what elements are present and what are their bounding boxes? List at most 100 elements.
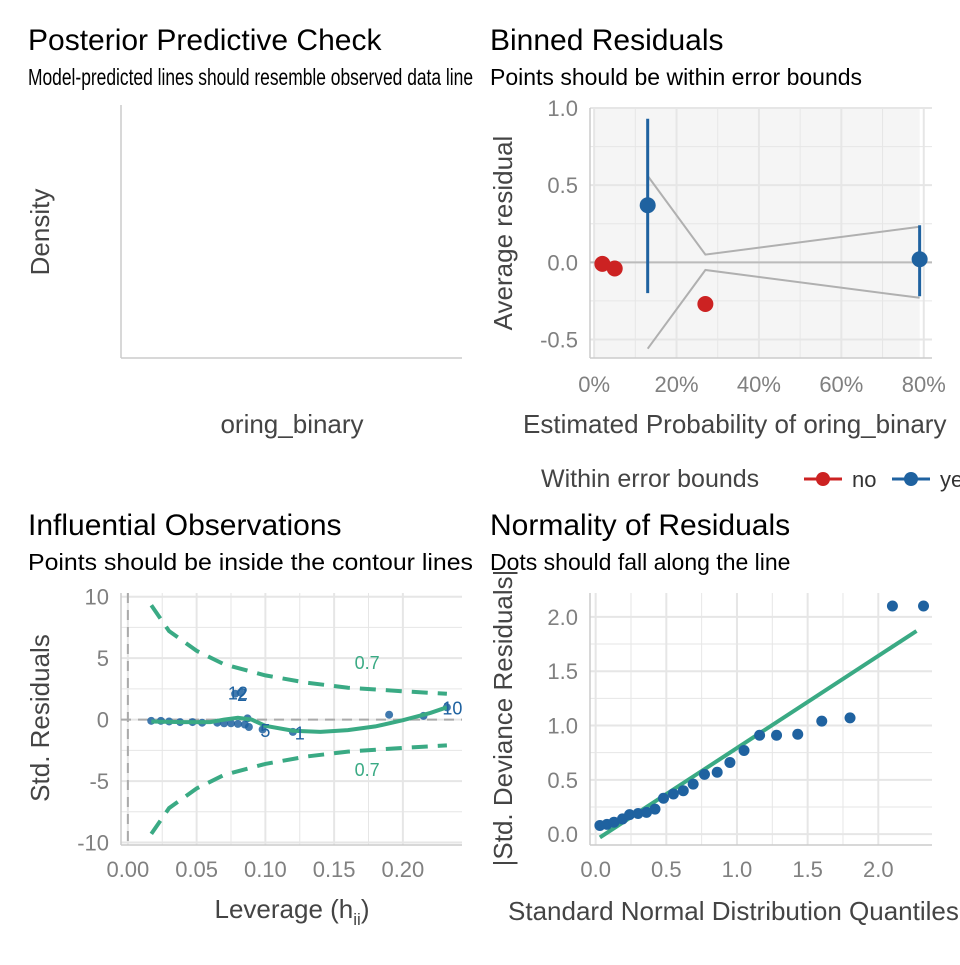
influential-point-label: 12 [228,684,248,704]
binned-point [606,260,623,277]
influential-subtitle: Points should be inside the contour line… [28,549,473,575]
binned-y-tick-label: 0.5 [547,173,578,198]
qq-point [918,600,930,612]
qq-x-tick-label: 0.0 [580,857,611,882]
influential-panel: Influential Observations Points should b… [25,509,473,929]
binned-lower-bound [646,268,920,350]
binned-point [594,255,611,272]
ppc-title: Posterior Predictive Check [28,24,382,57]
binned-x-tick-label: 40% [737,372,781,397]
influential-contour-lower [149,743,448,836]
influential-x-tick-label: 0.10 [244,857,287,882]
legend-yes-dot [904,472,918,486]
ppc-x-label: oring_binary [220,409,363,439]
qq-y-tick-label: 0.5 [547,768,578,793]
qq-panel: Normality of Residuals 0.0 0.5 1.0 1.5 2.0 0.… [488,509,959,926]
qq-point [771,729,783,741]
qq-point [816,715,828,727]
ppc-panel: Posterior Predictive Check Model-predict… [25,24,473,439]
qq-x-tick-label: 1.5 [792,857,823,882]
influential-y-label: Std. Residuals [25,634,55,802]
influential-x-tick-label: 0.15 [313,857,356,882]
binned-subtitle: Points should be within error bounds [490,64,862,90]
influential-point [236,688,245,697]
qq-point [624,809,636,821]
binned-x-tick-label: 80% [902,372,946,397]
qq-point [754,729,766,741]
influential-x-tick-label: 0.00 [106,857,149,882]
influential-title: Influential Observations [28,509,342,542]
qq-plot-area: 0.0 0.5 1.0 1.5 2.0 0.0 0.5 1.0 1.5 2.0 [547,593,932,882]
influential-contour-label-lower: 0.7 [355,760,380,780]
qq-point [711,766,723,778]
binned-x-tick-label: 0% [578,372,610,397]
binned-point [697,295,714,312]
qq-point [649,803,661,815]
qq-point [844,712,856,724]
ppc-subtitle: Model-predicted lines should resemble ob… [28,64,473,90]
qq-y-tick-label: 1.0 [547,714,578,739]
qq-point [632,808,644,819]
qq-point [657,792,669,804]
qq-subtitle: Dots should fall along the line [490,549,790,575]
legend-no-label: no [852,467,876,492]
qq-point [886,600,898,612]
legend-yes-label: yes [940,467,960,492]
qq-point [724,756,736,768]
influential-y-tick-label: -10 [77,831,109,856]
influential-x-label-end: ) [361,894,370,924]
influential-point-label: 2 [237,685,247,705]
influential-point-label: 1 [295,724,305,744]
binned-point [911,251,928,268]
influential-x-tick-label: 0.05 [175,857,218,882]
influential-point [233,719,242,728]
qq-x-tick-label: 2.0 [863,857,894,882]
influential-x-label-sub: ii [353,910,361,929]
influential-x-label: Leverage (hii) [215,894,370,929]
qq-point [667,788,679,800]
qq-x-label: Standard Normal Distribution Quantiles [508,896,959,926]
influential-contour-upper [149,604,448,696]
influential-x-tick-label: 0.20 [381,857,424,882]
influential-y-tick-label: -5 [89,769,109,794]
qq-point [792,728,804,740]
influential-point [244,722,253,731]
binned-legend: Within error bounds no yes [541,465,960,493]
binned-x-tick-label: 60% [819,372,863,397]
influential-y-tick-label: 0 [97,708,109,733]
binned-y-tick-label: -0.5 [540,327,578,352]
qq-point [698,768,710,780]
binned-upper-bound [646,175,920,256]
qq-point [641,806,653,818]
binned-y-tick-label: 1.0 [547,96,578,121]
qq-x-tick-label: 0.5 [651,857,682,882]
influential-x-label-main: Leverage (h [215,894,354,924]
binned-panel: Binned Residuals Points should be within… [488,24,960,493]
legend-title: Within error bounds [541,465,759,493]
binned-x-tick-label: 20% [655,372,699,397]
influential-y-tick-label: 10 [85,585,109,610]
qq-title: Normality of Residuals [490,509,790,542]
qq-y-label: |Std. Deviance Residuals| [488,570,518,867]
binned-point [639,197,656,214]
influential-point [227,719,235,728]
qq-point [608,816,620,828]
binned-y-tick-label: 0.0 [547,250,578,275]
influential-smooth-line [151,705,448,734]
ppc-y-label: Density [25,189,55,276]
influential-y-tick-label: 5 [97,646,109,671]
binned-title: Binned Residuals [490,24,723,57]
qq-point [677,785,689,797]
qq-point [738,745,750,756]
binned-x-label: Estimated Probability of oring_binary [523,409,946,439]
influential-point-label: 10 [442,698,462,718]
influential-point [385,710,394,719]
influential-contour-label-upper: 0.7 [355,653,380,673]
qq-y-tick-label: 0.0 [547,822,578,847]
legend-no-dot [816,472,830,486]
binned-plot-area: 0% 20% 40% 60% 80% -0.5 0.0 0.5 1.0 [540,96,946,397]
qq-y-tick-label: 2.0 [547,605,578,630]
qq-y-tick-label: 1.5 [547,659,578,684]
